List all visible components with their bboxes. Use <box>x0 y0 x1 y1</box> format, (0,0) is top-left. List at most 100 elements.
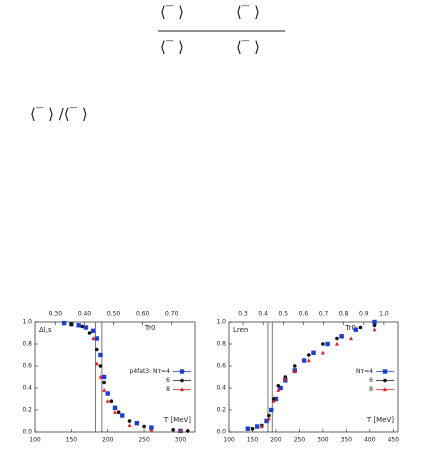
top-tick-label: 0.60 <box>136 311 150 318</box>
data-point <box>382 369 388 374</box>
data-point <box>271 399 276 403</box>
top-tick-label: 0.9 <box>359 311 369 318</box>
data-point <box>94 361 99 366</box>
x-tick-label: 200 <box>102 437 114 444</box>
x-tick-label: 250 <box>138 437 150 444</box>
data-point <box>278 385 283 391</box>
y-tick-label: 0.6 <box>22 363 32 370</box>
panel-label: Δl,s <box>39 326 52 334</box>
top-tick-label: 0.50 <box>107 311 121 318</box>
data-point <box>178 428 183 433</box>
top-tick-label: 0.8 <box>339 311 349 318</box>
data-point <box>266 416 271 421</box>
data-point <box>180 387 184 392</box>
y-tick-label: 0.8 <box>22 341 32 348</box>
x-tick-label: 200 <box>270 437 282 444</box>
data-point <box>372 327 377 332</box>
data-point <box>179 369 185 374</box>
data-point <box>98 352 103 358</box>
data-point <box>250 426 255 431</box>
legend-label: 6 <box>369 377 373 384</box>
top-axis-label: Tr0 <box>344 324 356 332</box>
equation-fragment: ⟨‾ ⟩ <box>160 38 184 56</box>
data-point <box>112 405 118 410</box>
data-point <box>358 325 363 330</box>
legend-label: Nτ=4 <box>356 368 373 375</box>
data-point <box>127 419 132 423</box>
top-tick-label: 0.3 <box>238 311 248 318</box>
x-tick-label: 100 <box>223 437 235 444</box>
top-tick-label: 0.70 <box>165 311 179 318</box>
data-point <box>372 323 377 328</box>
data-point <box>105 399 110 403</box>
data-point <box>113 410 117 414</box>
plot-frame <box>34 321 196 433</box>
data-point <box>76 323 81 328</box>
x-tick-label: 300 <box>175 437 187 444</box>
data-point <box>259 424 264 429</box>
data-point <box>269 407 274 413</box>
x-tick-label: 400 <box>364 437 376 444</box>
data-point <box>383 387 387 392</box>
y-tick-label: 0.4 <box>216 385 226 392</box>
y-tick-label: 1.0 <box>22 319 32 326</box>
data-point <box>372 319 377 325</box>
data-point <box>149 427 154 432</box>
plot-frame <box>228 321 399 433</box>
equation-fragment: ⟨‾ ⟩ <box>160 3 184 21</box>
data-point <box>267 413 271 418</box>
data-point <box>306 358 311 363</box>
data-point <box>276 388 281 392</box>
data-point <box>292 364 297 368</box>
data-point <box>245 426 250 431</box>
data-point <box>83 325 89 330</box>
data-point <box>90 328 96 333</box>
y-tick-label: 0.6 <box>216 363 226 370</box>
x-tick-label: 450 <box>388 437 400 444</box>
y-tick-label: 0.0 <box>216 429 226 436</box>
data-point <box>325 341 330 347</box>
data-point <box>94 336 100 341</box>
data-point <box>185 429 190 433</box>
data-point <box>61 320 67 326</box>
data-point <box>127 423 132 427</box>
top-tick-label: 0.7 <box>319 311 329 318</box>
data-point <box>301 358 307 363</box>
data-point <box>334 341 339 346</box>
legend-label: 8 <box>166 386 170 393</box>
data-point <box>276 384 281 388</box>
data-point <box>91 336 96 341</box>
equation-fragment: ⟨‾ ⟩ /⟨‾ ⟩ <box>30 105 88 123</box>
top-tick-label: 0.30 <box>49 311 63 318</box>
data-point <box>321 342 325 346</box>
data-point <box>134 421 140 426</box>
data-point <box>105 391 110 396</box>
data-point <box>320 350 325 355</box>
data-point <box>116 410 121 415</box>
data-point <box>180 378 184 383</box>
x-tick-label: 100 <box>29 437 41 444</box>
data-point <box>95 347 99 352</box>
top-tick-label: 0.4 <box>258 311 268 318</box>
data-point <box>98 374 103 379</box>
data-point <box>273 396 279 402</box>
data-point <box>149 425 154 430</box>
top-axis-label: Tr0 <box>144 324 156 332</box>
data-point <box>339 334 344 339</box>
data-point <box>349 336 354 341</box>
top-tick-label: 0.6 <box>299 311 309 318</box>
x-tick-label: 250 <box>294 437 306 444</box>
data-point <box>102 388 107 392</box>
x-tick-label: 300 <box>317 437 329 444</box>
data-point <box>98 364 103 368</box>
panel-label: Lren <box>233 326 248 334</box>
data-point <box>87 331 92 335</box>
y-tick-label: 0.0 <box>22 429 32 436</box>
y-tick-label: 0.2 <box>216 407 226 414</box>
y-tick-label: 0.2 <box>22 407 32 414</box>
data-point <box>307 353 311 357</box>
top-tick-label: 0.40 <box>78 311 92 318</box>
equation-fragment: ⟨‾ ⟩ <box>236 3 260 21</box>
